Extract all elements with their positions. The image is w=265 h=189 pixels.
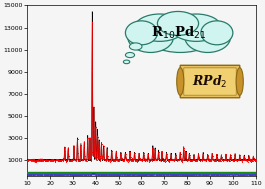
Bar xyxy=(27,172,256,173)
Ellipse shape xyxy=(177,68,184,95)
Text: RPd$_{2}$: RPd$_{2}$ xyxy=(192,74,228,90)
Ellipse shape xyxy=(201,21,233,45)
Ellipse shape xyxy=(129,43,142,50)
Ellipse shape xyxy=(128,22,173,53)
FancyBboxPatch shape xyxy=(184,68,236,95)
FancyBboxPatch shape xyxy=(180,65,240,98)
Ellipse shape xyxy=(157,12,198,35)
Ellipse shape xyxy=(144,15,217,53)
Ellipse shape xyxy=(135,14,185,41)
Ellipse shape xyxy=(236,68,243,95)
Ellipse shape xyxy=(123,60,130,64)
Text: R$_{10}$Pd$_{21}$: R$_{10}$Pd$_{21}$ xyxy=(151,25,207,41)
Ellipse shape xyxy=(185,22,231,53)
Ellipse shape xyxy=(171,14,222,41)
Ellipse shape xyxy=(125,21,157,45)
Ellipse shape xyxy=(125,53,135,58)
